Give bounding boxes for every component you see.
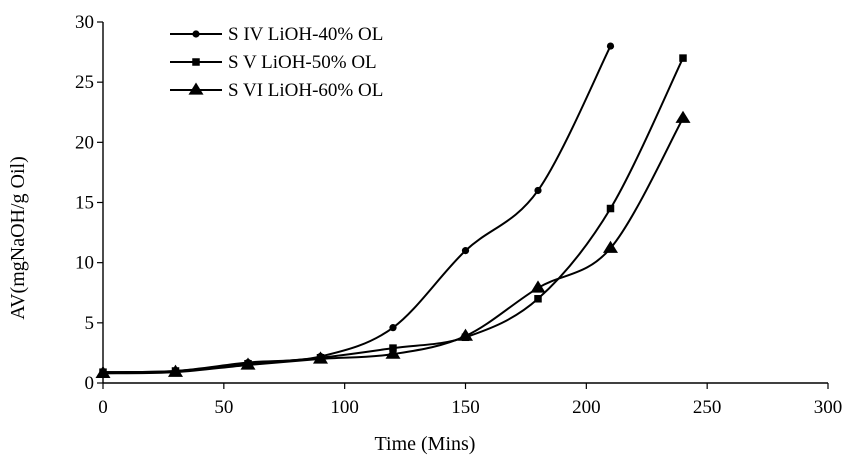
- legend-entry: S VI LiOH-60% OL: [170, 80, 383, 101]
- data-point-triangle: [675, 110, 691, 123]
- data-point-triangle: [458, 328, 473, 341]
- y-tick-label: 10: [75, 253, 94, 274]
- data-point-circle: [461, 247, 470, 255]
- x-tick-label: 300: [814, 397, 843, 418]
- y-axis: 0 5 10 15 20 25 30: [75, 12, 104, 394]
- legend-entry: S IV LiOH-40% OL: [170, 24, 383, 45]
- series-line: [102, 117, 684, 375]
- x-tick-label: 200: [572, 397, 601, 418]
- y-tick-label: 0: [85, 373, 95, 394]
- y-tick-label: 5: [85, 313, 95, 334]
- legend-marker-circle: [192, 30, 200, 38]
- data-point-triangle: [313, 351, 328, 364]
- data-point-square: [679, 54, 687, 62]
- data-point-triangle: [168, 364, 183, 377]
- legend-marker-square: [192, 58, 200, 66]
- legend: S IV LiOH-40% OL S V LiOH-50% OL S VI LiOH…: [170, 24, 383, 101]
- legend-label: S IV LiOH-40% OL: [228, 24, 383, 45]
- series-3: [95, 110, 691, 379]
- y-tick-label: 30: [75, 12, 94, 33]
- x-tick-label: 250: [693, 397, 722, 418]
- y-tick-label: 25: [75, 72, 94, 93]
- x-tick-label: 0: [98, 397, 108, 418]
- legend-marker-triangle: [188, 82, 204, 95]
- data-point-triangle: [530, 280, 546, 293]
- plot-area: [95, 42, 691, 379]
- data-point-circle: [534, 186, 542, 195]
- data-point-square: [606, 204, 615, 213]
- x-tick-label: 100: [330, 397, 359, 418]
- y-tick-label: 15: [75, 193, 94, 214]
- data-point-circle: [389, 324, 397, 332]
- legend-label: S V LiOH-50% OL: [228, 52, 377, 73]
- legend-entry: S V LiOH-50% OL: [170, 52, 377, 73]
- y-axis-title: AV(mgNaOH/g Oil): [7, 156, 29, 320]
- x-axis: 0 50 100 150 200 250 300: [98, 382, 843, 418]
- y-tick-label: 20: [75, 132, 94, 153]
- legend-label: S VI LiOH-60% OL: [228, 80, 383, 101]
- data-point-triangle: [385, 346, 401, 359]
- data-point-square: [534, 295, 542, 303]
- x-tick-label: 150: [451, 397, 480, 418]
- x-tick-label: 50: [214, 397, 233, 418]
- data-point-triangle: [603, 240, 618, 253]
- x-axis-title: Time (Mins): [375, 433, 476, 455]
- data-point-circle: [606, 42, 615, 50]
- data-point-triangle: [240, 357, 256, 370]
